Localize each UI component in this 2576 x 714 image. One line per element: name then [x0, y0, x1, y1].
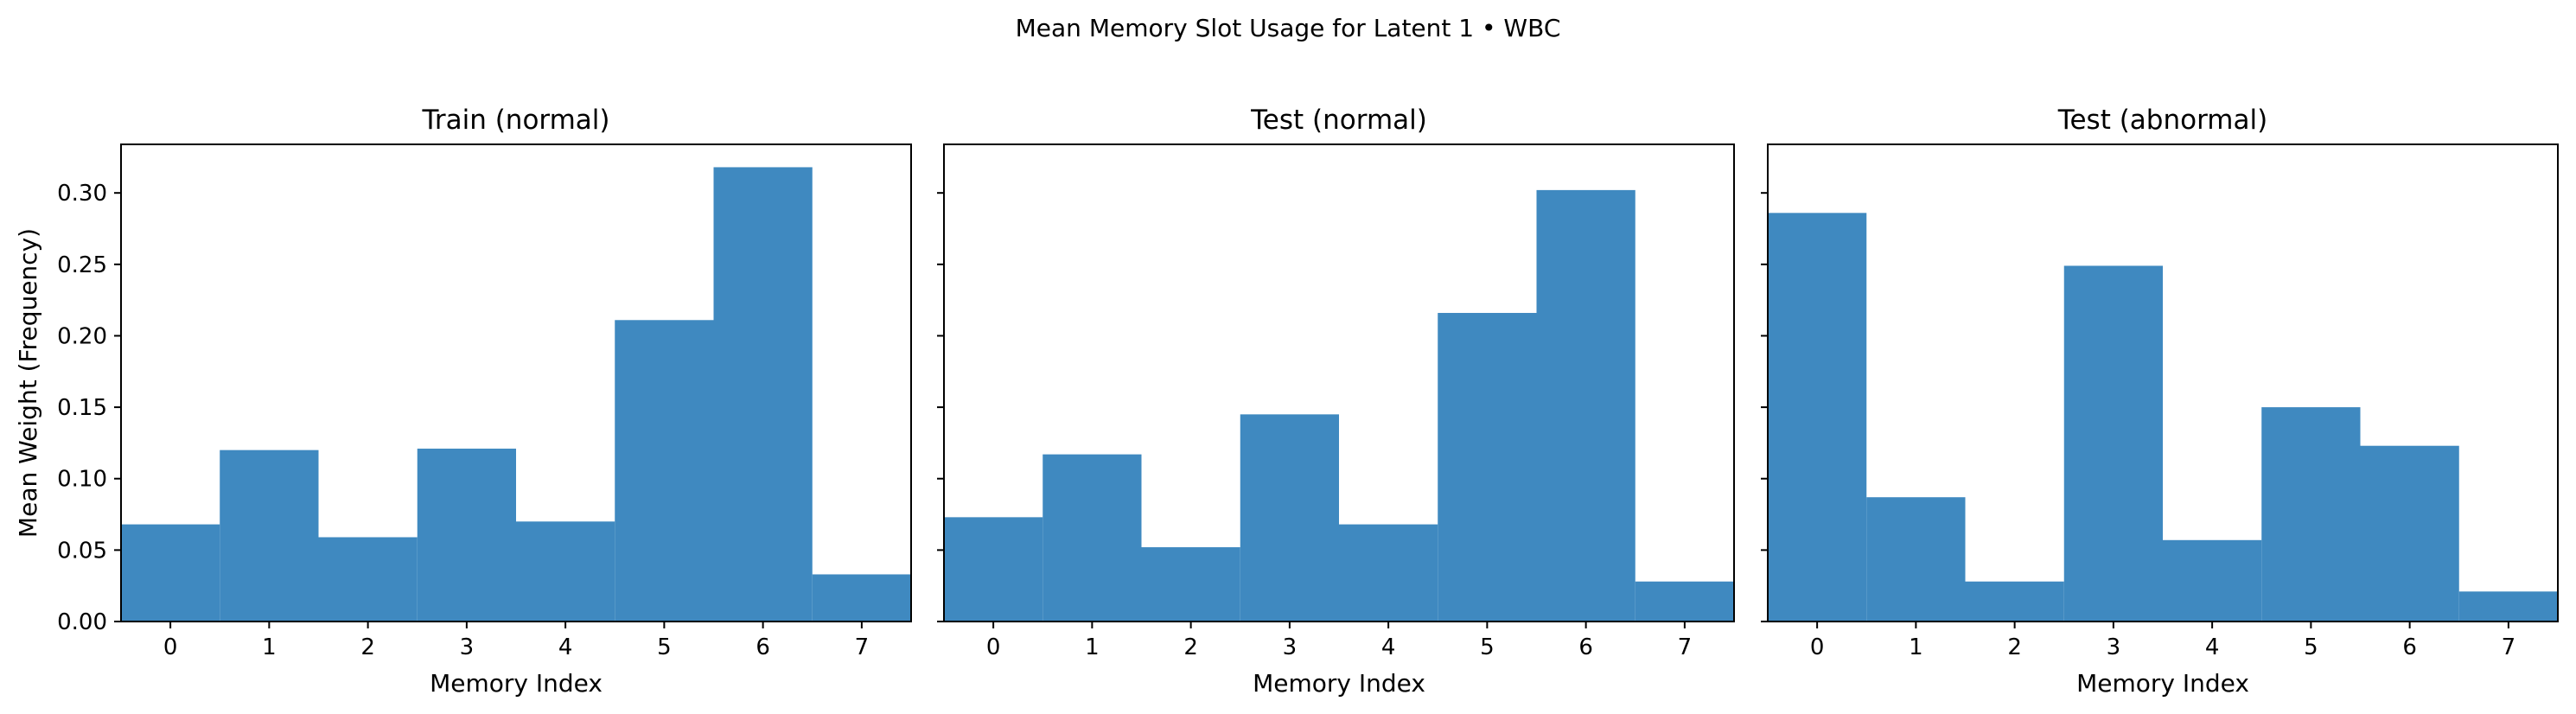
x-tick-label: 6 [756, 634, 770, 660]
x-tick-label: 3 [1283, 634, 1298, 660]
bar-3 [417, 449, 516, 622]
x-tick-label: 3 [460, 634, 475, 660]
x-tick-label: 1 [262, 634, 277, 660]
bar-1 [220, 449, 319, 622]
y-tick-label: 0.25 [57, 252, 107, 278]
bar-0 [121, 524, 220, 622]
x-axis-label: Memory Index [1253, 669, 1425, 698]
x-tick-label: 7 [1678, 634, 1693, 660]
chart-panel-1: Test (normal) 0 1 2 3 4 5 6 7 Memory Index [937, 105, 1735, 698]
plot-frame [943, 143, 1735, 622]
y-tick-label: 0.05 [57, 538, 107, 564]
x-tick-label: 2 [360, 634, 375, 660]
y-tick-label: 0.00 [57, 609, 107, 635]
x-tick-label: 1 [1909, 634, 1923, 660]
bar-4 [516, 521, 615, 622]
y-tick-label: 0.15 [57, 395, 107, 421]
x-tick-label: 4 [1381, 634, 1396, 660]
bar-2 [1141, 547, 1240, 622]
x-axis-label: Memory Index [2076, 669, 2249, 698]
bar-2 [1965, 581, 2064, 622]
bar-2 [318, 537, 418, 622]
plot-frame [120, 143, 912, 622]
bar-6 [1536, 189, 1636, 622]
x-tick-label: 4 [2205, 634, 2220, 660]
x-tick-label: 1 [1085, 634, 1100, 660]
x-tick-label: 2 [2007, 634, 2022, 660]
bar-3 [1240, 414, 1339, 622]
x-tick-label: 3 [2107, 634, 2121, 660]
subplot-title: Train (normal) [421, 105, 609, 136]
bar-5 [2261, 407, 2361, 622]
x-tick-label: 4 [558, 634, 573, 660]
bar-0 [944, 517, 1043, 622]
bar-7 [2458, 591, 2558, 622]
x-tick-label: 0 [163, 634, 178, 660]
x-tick-label: 5 [657, 634, 672, 660]
bar-7 [1635, 581, 1734, 622]
x-tick-label: 2 [1183, 634, 1198, 660]
bar-4 [1339, 524, 1438, 622]
bar-5 [1438, 313, 1537, 622]
y-tick-label: 0.20 [57, 323, 107, 349]
x-tick-label: 6 [1578, 634, 1593, 660]
x-tick-label: 5 [1480, 634, 1495, 660]
x-tick-label: 0 [1810, 634, 1825, 660]
bar-5 [615, 320, 714, 622]
bar-3 [2063, 265, 2163, 622]
x-tick-label: 0 [986, 634, 1001, 660]
bar-6 [713, 167, 813, 622]
bar-7 [812, 574, 911, 622]
bar-6 [2360, 445, 2459, 622]
plot-frame [1767, 143, 2559, 622]
bar-1 [1866, 497, 1966, 622]
subplot-title: Test (abnormal) [2057, 105, 2267, 136]
bar-1 [1043, 454, 1142, 622]
y-tick-label: 0.30 [57, 181, 107, 207]
chart-panels: Train (normal) 0 1 2 3 4 5 6 7 0.00 0.05 0.10 0.15 0.… [14, 105, 2559, 698]
y-axis-label: Mean Weight (Frequency) [14, 228, 42, 538]
bar-0 [1768, 213, 1867, 622]
subplot-title: Test (normal) [1250, 105, 1427, 136]
x-tick-label: 7 [855, 634, 870, 660]
figure-title: Mean Memory Slot Usage for Latent 1 • WB… [1016, 14, 1561, 42]
x-axis-label: Memory Index [430, 669, 603, 698]
x-tick-label: 7 [2502, 634, 2516, 660]
chart-panel-2: Test (abnormal) 0 1 2 3 4 5 6 7 Memory Index [1761, 105, 2559, 698]
x-tick-label: 5 [2304, 634, 2318, 660]
y-tick-label: 0.10 [57, 467, 107, 493]
bar-4 [2163, 539, 2262, 622]
chart-panel-0: Train (normal) 0 1 2 3 4 5 6 7 0.00 0.05 0.10 0.15 0.… [14, 105, 912, 698]
x-tick-label: 6 [2402, 634, 2417, 660]
